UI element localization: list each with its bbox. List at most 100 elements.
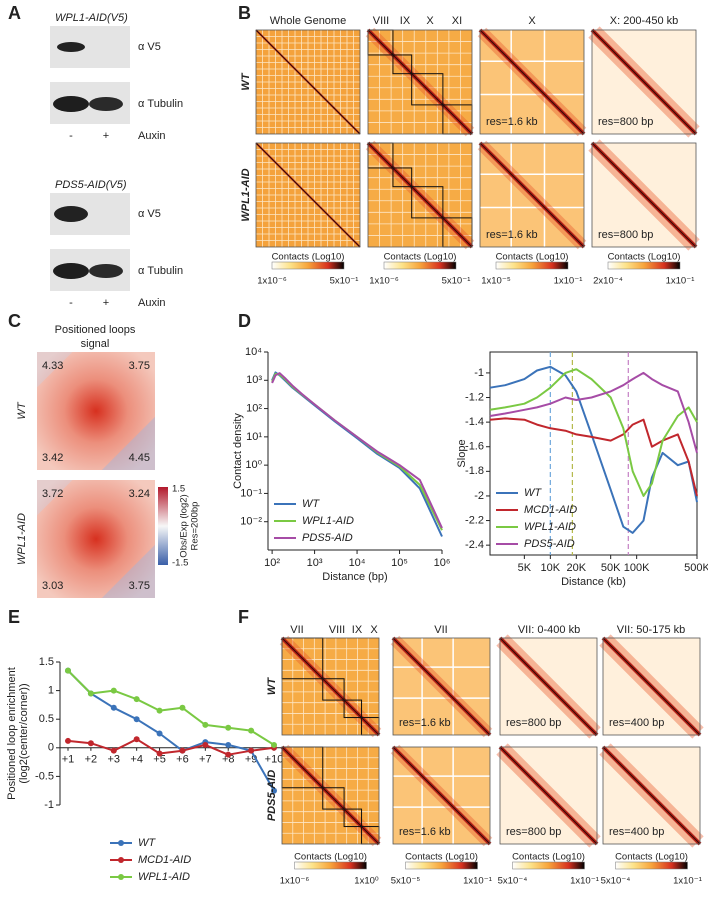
blot-band bbox=[57, 42, 85, 52]
heatmap-frame bbox=[602, 746, 701, 845]
heatmap-diagonal-core bbox=[591, 29, 697, 135]
y-tick-label: 10³ bbox=[246, 374, 262, 386]
resolution-label: res=400 bp bbox=[609, 826, 664, 838]
blot-band bbox=[89, 264, 123, 278]
series-line bbox=[67, 669, 275, 746]
colorbar-min: 1x10⁻⁶ bbox=[257, 276, 287, 287]
corner-value: 3.03 bbox=[42, 580, 63, 592]
blot-band bbox=[89, 97, 123, 111]
colorbar-min: 1x10⁻⁶ bbox=[280, 876, 310, 887]
heatmap-diagonal-core bbox=[479, 142, 585, 248]
colorbar-min: -1.5 bbox=[172, 558, 188, 569]
colorbar-title: Contacts (Log10) bbox=[496, 252, 569, 263]
legend-label: PDS5-AID bbox=[524, 538, 575, 550]
colorbar-max: 1x10⁻¹ bbox=[570, 876, 599, 887]
legend-label: WPL1-AID bbox=[138, 871, 190, 883]
heatmap-frame bbox=[479, 142, 585, 248]
colorbar-max: 1x10⁻¹ bbox=[463, 876, 492, 887]
heatmap-diagonal-core bbox=[255, 29, 361, 135]
x-tick-label: +8 bbox=[222, 754, 235, 766]
y-tick-label: -0.5 bbox=[35, 770, 54, 782]
row-label: WPL1-AID bbox=[240, 168, 252, 221]
y-tick-label: -2.2 bbox=[465, 514, 484, 526]
colorbar-title: Contacts (Log10) bbox=[272, 252, 345, 263]
plot-frame bbox=[489, 351, 698, 556]
chromosome-box bbox=[322, 678, 345, 701]
treatment-label: Auxin bbox=[138, 130, 166, 142]
aggregate-heatmap bbox=[37, 352, 155, 470]
y-tick-label: -2 bbox=[474, 490, 484, 502]
chromosome-box bbox=[411, 73, 444, 106]
panel-title: Positioned loops bbox=[55, 324, 136, 336]
legend-label: MCD1-AID bbox=[524, 504, 577, 516]
blot-row-label: α Tubulin bbox=[138, 98, 183, 110]
legend-label: WPL1-AID bbox=[302, 515, 354, 527]
y-tick-label: 10¹ bbox=[246, 431, 262, 443]
x-tick-label: 10² bbox=[264, 557, 280, 569]
colorbar-max: 5x10⁻¹ bbox=[442, 276, 471, 287]
series-line bbox=[67, 738, 275, 756]
colorbar bbox=[294, 861, 367, 870]
lane-label: - bbox=[69, 297, 73, 309]
colorbar-min: 5x10⁻⁴ bbox=[601, 876, 631, 887]
y-axis-label: Slope bbox=[456, 439, 468, 467]
colorbar bbox=[158, 487, 168, 565]
x-axis-label: Distance (bp) bbox=[322, 571, 387, 583]
x-axis-label: Distance (kb) bbox=[561, 576, 626, 588]
data-point bbox=[133, 736, 140, 743]
heatmap-frame bbox=[367, 29, 473, 135]
resolution-label: res=1.6 kb bbox=[486, 116, 538, 128]
heatmap-frame bbox=[255, 142, 361, 248]
legend-label: WT bbox=[138, 837, 156, 849]
treatment-label: Auxin bbox=[138, 297, 166, 309]
row-label: WT bbox=[16, 401, 28, 419]
y-axis-label: (log2(center/corner)) bbox=[18, 683, 30, 783]
column-header: VII: 0-400 kb bbox=[518, 624, 580, 636]
y-tick-label: 0 bbox=[48, 742, 54, 754]
blot-title: PDS5-AID(V5) bbox=[55, 179, 127, 191]
resolution-label: res=800 bp bbox=[506, 826, 561, 838]
legend-label: WPL1-AID bbox=[524, 521, 576, 533]
heatmap-frame bbox=[392, 637, 491, 736]
y-tick-label: -1.6 bbox=[465, 441, 484, 453]
aggregate-corner bbox=[37, 480, 73, 516]
data-point bbox=[179, 704, 186, 711]
heatmap-frame bbox=[499, 746, 598, 845]
series-line bbox=[489, 371, 698, 454]
y-tick-label: 10⁴ bbox=[245, 346, 262, 358]
data-point bbox=[225, 751, 232, 758]
series-line bbox=[271, 372, 443, 531]
colorbar-min: 1x10⁻⁵ bbox=[481, 276, 511, 287]
heatmap-diagonal-core bbox=[367, 142, 473, 248]
colorbar bbox=[615, 861, 688, 870]
colorbar bbox=[383, 261, 457, 270]
resolution-label: res=1.6 kb bbox=[486, 229, 538, 241]
x-tick-label: 5K bbox=[518, 562, 532, 574]
legend-label: PDS5-AID bbox=[302, 532, 353, 544]
data-point bbox=[225, 741, 232, 748]
panel-label: C bbox=[8, 311, 21, 331]
data-point bbox=[156, 750, 163, 757]
column-header: X bbox=[370, 624, 378, 636]
panel-label: F bbox=[238, 607, 249, 627]
data-point bbox=[179, 747, 186, 754]
column-header: Whole Genome bbox=[270, 15, 346, 27]
x-tick-label: +6 bbox=[176, 754, 189, 766]
heatmap-frame bbox=[479, 29, 585, 135]
panel-label: E bbox=[8, 607, 20, 627]
column-header: XI bbox=[452, 15, 462, 27]
chromosome-box bbox=[343, 699, 363, 719]
y-tick-label: 1.5 bbox=[39, 656, 54, 668]
x-tick-label: 20K bbox=[567, 562, 587, 574]
x-tick-label: +3 bbox=[108, 754, 121, 766]
data-point bbox=[225, 724, 232, 731]
blot-title: WPL1-AID(V5) bbox=[55, 12, 128, 24]
data-point bbox=[133, 696, 140, 703]
data-point bbox=[202, 741, 209, 748]
x-tick-label: 100K bbox=[624, 562, 650, 574]
colorbar bbox=[512, 861, 585, 870]
colorbar-title: Contacts (Log10) bbox=[405, 852, 478, 863]
series-line bbox=[67, 669, 275, 792]
column-header: VIII bbox=[329, 624, 346, 636]
